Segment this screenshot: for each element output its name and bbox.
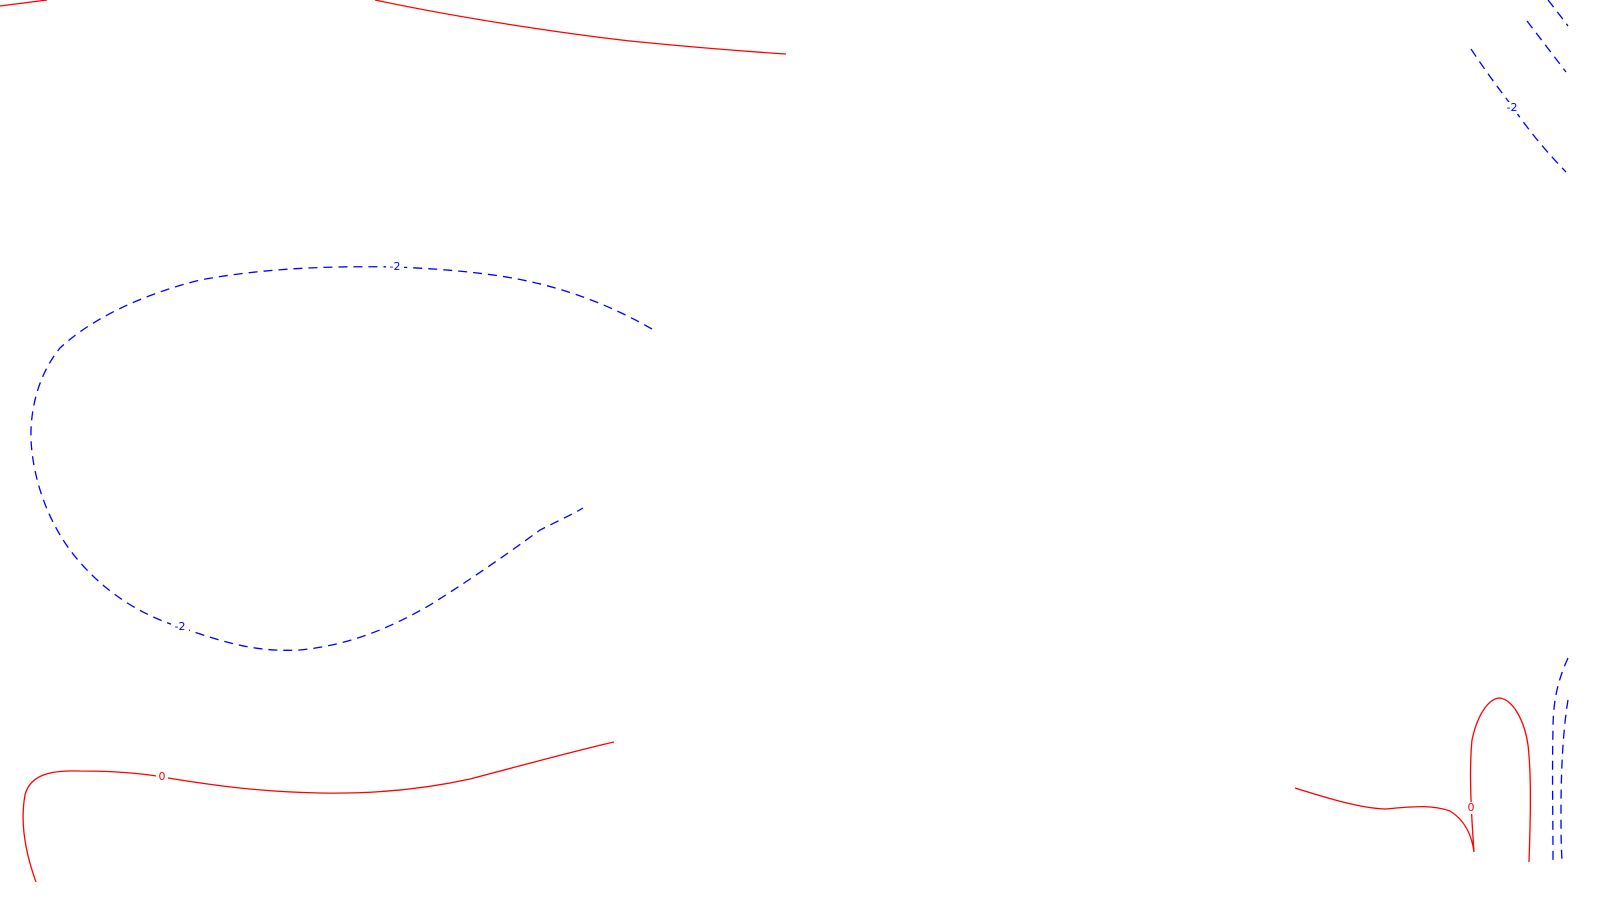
contour-line-top-center bbox=[374, 0, 787, 55]
contour-line-top-left-fragment bbox=[0, 0, 48, 7]
contour-line-neg-bottom-right-outer bbox=[1551, 657, 1569, 861]
contour-label-neg-top-right-text: -2 bbox=[1507, 101, 1518, 114]
contour-label-zero-bottom-right-text: 0 bbox=[1468, 801, 1475, 814]
contour-label-neg-left-bottom-text: -2 bbox=[175, 620, 186, 633]
contour-label-neg-left-bottom: -2 bbox=[171, 620, 189, 633]
contour-line-neg-top-right-inner bbox=[1526, 20, 1567, 73]
contour-line-zero-bottom-right bbox=[1294, 697, 1532, 863]
contour-line-neg-top-right-edge bbox=[1547, 0, 1569, 27]
contour-label-neg-left-top-text: -2 bbox=[390, 260, 401, 273]
contour-label-zero-bottom-left: 0 bbox=[156, 770, 168, 783]
contour-label-zero-bottom-left-text: 0 bbox=[159, 770, 166, 783]
contour-line-neg-bottom-right-inner bbox=[1560, 699, 1569, 861]
contour-line-neg-top-right-outer bbox=[1470, 48, 1567, 173]
contour-label-neg-left-top: -2 bbox=[386, 260, 404, 273]
contour-label-neg-top-right: -2 bbox=[1503, 101, 1521, 114]
contour-line-zero-bottom-left bbox=[22, 741, 615, 883]
contour-label-zero-bottom-right: 0 bbox=[1466, 801, 1476, 814]
contour-line-neg-left-loop bbox=[30, 266, 653, 651]
